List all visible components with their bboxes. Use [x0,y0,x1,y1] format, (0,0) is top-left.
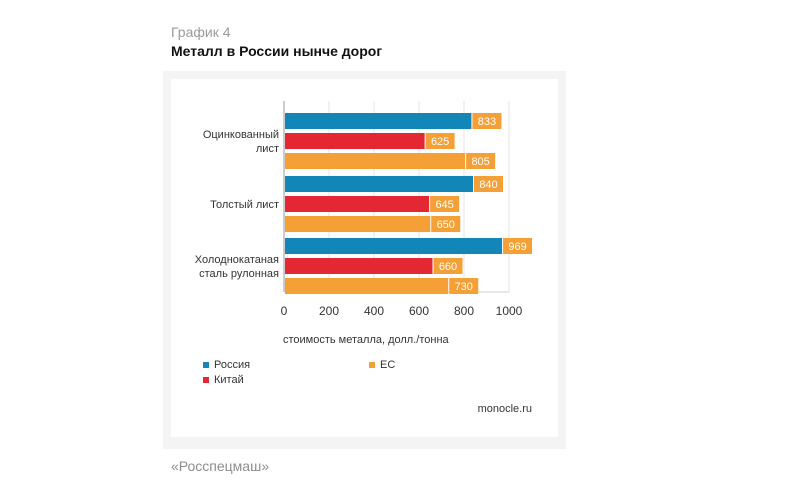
data-label-bg-Россия-0 [472,113,502,129]
watermark-text: monocle.ru [478,403,532,415]
bar-ЕС-0 [285,153,466,169]
category-label-0-1: лист [256,143,279,155]
data-label-bg-Россия-1 [474,176,503,192]
data-label-bg-Китай-2 [433,258,463,274]
data-label-Россия-2: 969 [508,241,526,253]
bar-chart: 0 200 400 600 800 1000 833 625 805 Оцинкованный ли… [195,101,533,415]
legend-label-Россия: Россия [214,359,250,371]
chart-panel: 0 200 400 600 800 1000 833 625 805 Оцинкованный ли… [171,79,558,437]
category-label-2-0: Холоднокатаная [195,254,279,266]
bar-Россия-0 [285,113,472,129]
data-label-bg-ЕС-1 [431,216,461,232]
data-label-Китай-2: 660 [439,261,457,273]
legend-swatch-Китай [203,377,209,383]
bar-Китай-0 [285,133,425,149]
x-tick-label-200: 200 [319,304,339,318]
data-label-ЕС-0: 805 [471,156,489,168]
x-tick-label-400: 400 [364,304,384,318]
data-label-bg-Китай-0 [425,133,455,149]
data-label-bg-ЕС-2 [449,278,479,294]
data-label-bg-ЕС-0 [466,153,496,169]
category-label-1-0: Толстый лист [210,199,279,211]
legend-label-Китай: Китай [214,374,244,386]
data-label-bg-Россия-2 [503,238,533,254]
figure-number: График 4 [171,24,231,40]
data-label-ЕС-2: 730 [455,281,473,293]
figure-title: Металл в России нынче дорог [171,43,383,59]
data-label-Китай-1: 645 [435,199,453,211]
legend-label-ЕС: ЕС [380,359,395,371]
category-label-0-0: Оцинкованный [203,129,279,141]
bar-Китай-1 [285,196,430,212]
bar-Россия-2 [285,238,503,254]
data-label-bg-Китай-1 [430,196,460,212]
data-label-Россия-0: 833 [478,116,496,128]
data-label-Китай-0: 625 [431,136,449,148]
data-label-ЕС-1: 650 [437,219,455,231]
bar-ЕС-1 [285,216,431,232]
bar-Россия-1 [285,176,473,192]
x-tick-label-600: 600 [409,304,429,318]
figure-source: «Росспецмаш» [171,458,270,474]
bar-ЕС-2 [285,278,449,294]
x-tick-label-800: 800 [454,304,474,318]
category-label-2-1: сталь рулонная [199,268,279,280]
x-tick-label-1000: 1000 [496,304,523,318]
data-label-Россия-1: 840 [479,179,497,191]
legend-swatch-ЕС [369,362,375,368]
bar-Китай-2 [285,258,433,274]
legend-swatch-Россия [203,362,209,368]
x-tick-label-0: 0 [281,304,288,318]
x-axis-title: стоимость металла, долл./тонна [283,334,450,346]
